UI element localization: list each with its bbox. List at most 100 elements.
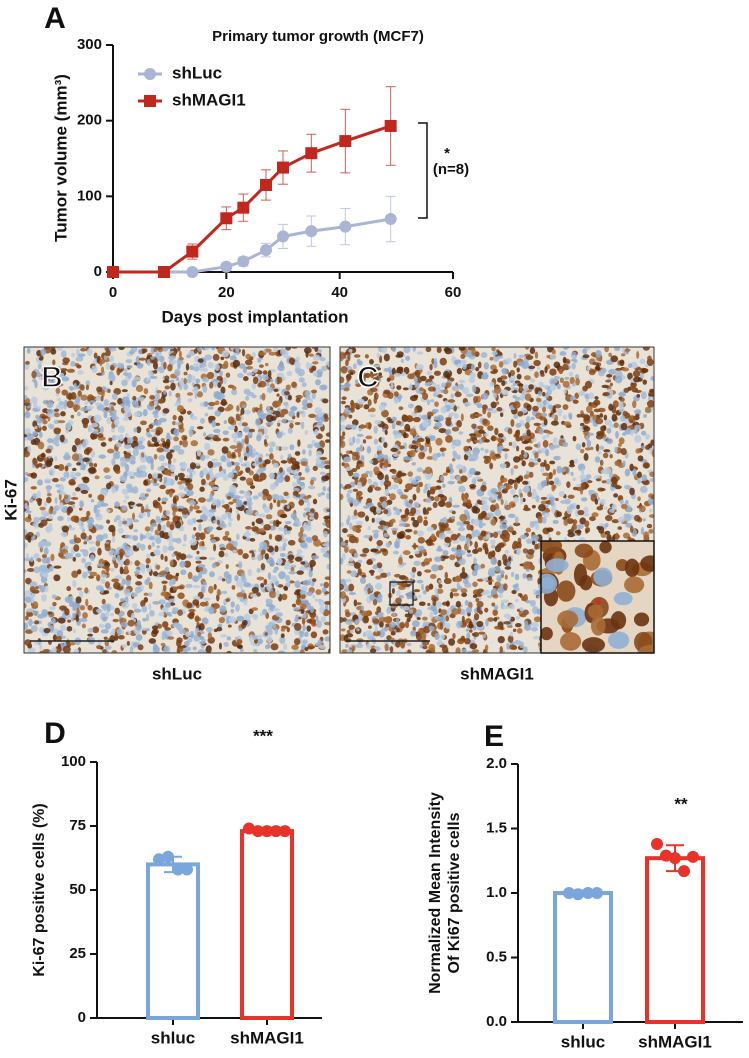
cell — [643, 531, 650, 539]
cell — [476, 499, 482, 504]
cell — [38, 565, 44, 573]
cell — [317, 639, 322, 648]
cell — [367, 399, 372, 406]
cell — [344, 405, 351, 409]
cell — [176, 585, 184, 590]
y-tick-label: 0 — [94, 263, 102, 280]
cell — [59, 404, 64, 410]
cell — [100, 503, 109, 507]
cell — [357, 463, 365, 468]
cell — [218, 550, 225, 558]
cell — [523, 485, 531, 494]
cell — [100, 629, 109, 634]
cell — [650, 495, 654, 500]
micrograph — [23, 346, 331, 654]
cell — [227, 624, 232, 628]
cell — [202, 385, 208, 393]
cell — [383, 389, 391, 395]
cell — [85, 405, 94, 410]
cell — [43, 541, 52, 547]
cell — [238, 627, 243, 632]
cell — [160, 642, 166, 647]
cell — [287, 453, 292, 459]
cell — [167, 458, 172, 466]
cell — [114, 592, 120, 599]
cell — [116, 367, 121, 376]
cell — [609, 423, 616, 429]
cell — [114, 469, 121, 474]
cell — [597, 407, 606, 413]
cell — [438, 500, 446, 507]
cell — [522, 384, 530, 391]
cell — [278, 546, 284, 552]
cell — [52, 634, 58, 641]
cell — [473, 451, 478, 456]
cell — [322, 543, 329, 547]
cell — [148, 424, 154, 429]
cell — [300, 461, 308, 467]
cell — [119, 598, 126, 603]
cell — [178, 646, 184, 653]
cell — [326, 508, 330, 513]
cell — [221, 504, 230, 509]
cell — [41, 593, 47, 602]
cell — [366, 446, 372, 454]
cell — [127, 630, 132, 635]
cell — [244, 436, 249, 445]
cell — [71, 570, 79, 578]
cell — [220, 455, 227, 462]
cell — [247, 568, 253, 577]
cell — [494, 581, 501, 588]
cell — [345, 578, 352, 583]
cell — [127, 619, 135, 627]
cell — [413, 589, 421, 593]
cell — [269, 472, 275, 480]
cell — [599, 459, 604, 466]
cell — [608, 368, 616, 375]
cell — [114, 607, 121, 615]
cell — [323, 413, 328, 420]
cell — [471, 423, 477, 429]
cell — [265, 453, 270, 457]
cell — [502, 554, 508, 562]
cell — [314, 347, 319, 353]
cell — [109, 355, 115, 363]
cell — [198, 523, 202, 532]
cell — [497, 437, 502, 443]
cell — [108, 373, 116, 382]
cell — [634, 409, 642, 415]
cell — [181, 507, 189, 515]
cell — [435, 588, 444, 594]
cell — [442, 516, 448, 524]
cell — [318, 599, 325, 607]
cell — [471, 649, 480, 653]
cell — [183, 436, 187, 441]
cell — [587, 432, 594, 436]
cell — [186, 483, 194, 491]
cell — [145, 564, 150, 569]
cell — [235, 509, 239, 515]
cell — [176, 639, 182, 647]
cell — [66, 400, 74, 409]
cell — [88, 534, 92, 541]
cell — [48, 507, 53, 515]
cell — [31, 370, 37, 379]
cell — [537, 458, 541, 463]
cell — [48, 423, 55, 430]
cell — [316, 620, 322, 628]
cell — [453, 405, 457, 412]
cell — [123, 588, 131, 595]
cell — [255, 592, 261, 597]
cell — [27, 647, 36, 653]
cell — [370, 571, 374, 576]
cell — [528, 471, 534, 478]
cell — [407, 649, 412, 653]
cell — [212, 353, 220, 361]
cell — [251, 556, 258, 560]
cell — [74, 537, 82, 544]
cell — [456, 367, 463, 375]
cell — [203, 581, 207, 586]
cell — [477, 513, 486, 519]
cell — [634, 389, 642, 394]
cell — [24, 602, 27, 609]
